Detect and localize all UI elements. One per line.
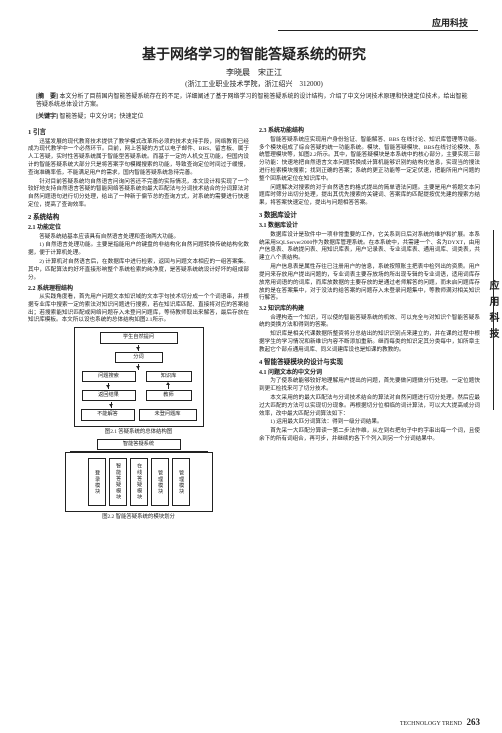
para: 首先采一大匹配分算读一第二步法作维，从左到右把句子中的字串出每一个词，且使余下的… xyxy=(259,428,480,444)
para: 1) 自然语言处理功能。主要是指能用户的键盘的非结构化自然问题转换传统结构化数据… xyxy=(28,242,249,258)
fig2-col: 管理模块 xyxy=(172,458,190,505)
para: 问题解决对搜索的对于自然语言的格式提出的简单语法问题。主要是用户将题文本问题库时… xyxy=(259,185,480,208)
arrow-down-icon xyxy=(108,383,109,389)
keywords: [关键字] 智能答疑；中文分词；快速定位 xyxy=(36,113,472,121)
abstract: [摘 要] 本文分析了目前国内智能答疑系统存在的不足，详细阐述了基于网络学习的智… xyxy=(36,93,472,109)
figure-1-caption: 图2.1 答疑系统的总体结构图 xyxy=(28,429,249,437)
figure-2-caption: 图2.2 智能答疑系统的模块划分 xyxy=(28,514,249,522)
figure-2: 智能答疑系统 登录模块 智能答疑模块 在线答疑模块 管理模块 管理模块 图2.2… xyxy=(28,439,249,521)
arrow-down-icon xyxy=(111,402,112,408)
fig1-box: 返回结果 xyxy=(82,390,136,401)
right-column: 2.3 系统功能结构 智能答疑系统应实现用户身份验证、智能解答、BBS 在线讨论… xyxy=(259,125,480,523)
page-number: 263 xyxy=(467,717,481,727)
fig1-box: 问题搜索 xyxy=(82,371,136,382)
para: 用户信息表是属性存往已注册用户的信息，系统按照账主把表中检列出的资质。用户提问来… xyxy=(259,264,480,303)
fig2-col: 在线答疑模块 xyxy=(130,458,148,505)
header-rule xyxy=(278,30,478,31)
section-4-1: 4.1 问题文本的中文分词 xyxy=(259,369,480,377)
section-4: 4 智能答疑模块的设计与实现 xyxy=(259,358,480,367)
side-category: 应用科技 xyxy=(485,280,500,344)
section-1: 1 引言 xyxy=(28,128,249,137)
arrow-up-icon xyxy=(168,383,169,389)
para: 1) 运用最大匹分词算法：得到一级分词结果。 xyxy=(259,419,480,427)
section-2-2: 2.2 系统理程结构 xyxy=(28,285,249,293)
para: 智能答疑系统应实现用户身份验证、智能解答、BBS 在线讨论、知识库管理等功能。多… xyxy=(259,137,480,184)
para: 为了使系统能够较好地理解用户提出的问题，首先要做问题做分行处理。一定位题快到更汇… xyxy=(259,378,480,394)
arrow-down-icon xyxy=(138,364,139,370)
para: 合理构造一个知识，可以使的智能答疑系统的机效、可以充全与对知识个智能答疑系统的类… xyxy=(259,315,480,331)
page: 应用科技 应用科技 基于网络学习的智能答疑系统的研究 李晓晨 宋正江 (浙江工业… xyxy=(0,0,502,733)
fig2-col: 管理模块 xyxy=(151,458,169,505)
para: 从实践角度看，首先用户问题文本知识域的文本字句技术切分成一个个词语串，并根据专业… xyxy=(28,294,249,325)
footer-label: TECHNOLOGY TREND xyxy=(400,721,462,727)
fig2-col: 登录模块 xyxy=(88,458,106,505)
page-footer: TECHNOLOGY TREND 263 xyxy=(400,717,480,727)
para: 2) 计算机对自然语言后，在数据库中进行检索，返回与问题文本相应的一组答案集。其… xyxy=(28,259,249,282)
fig2-top-box: 智能答疑系统 xyxy=(97,439,181,450)
fig1-box: 学生自然提问 xyxy=(100,332,178,343)
fig1-box: 知识库 xyxy=(146,371,192,382)
para: 针对目前答疑系统均自然语言问询问答还不完善的实际情况，本文设计和实现了一个较好地… xyxy=(28,179,249,210)
fig2-col: 智能答疑模块 xyxy=(109,458,127,505)
affiliation: (浙江工业职业技术学院，浙江绍兴 312000) xyxy=(28,79,480,89)
header-category: 应用科技 xyxy=(432,16,468,29)
abstract-label: [摘 要] xyxy=(36,94,58,100)
abstract-text: 本文分析了目前国内智能答疑系统存在的不足，详细阐述了基于网络学习的智能答疑系统的… xyxy=(36,94,468,108)
fig2-body: 登录模块 智能答疑模块 在线答疑模块 管理模块 管理模块 xyxy=(65,452,213,511)
fig1-box: 教师 xyxy=(146,390,192,401)
para: 知识库是相关代课数据所整资将分总结出的知识识别点来建立的，并在课的过程中根据学生… xyxy=(259,331,480,354)
section-3-1: 3.1 数据库设计 xyxy=(259,222,480,230)
authors: 李晓晨 宋正江 xyxy=(28,67,480,78)
arrow-down-icon xyxy=(138,345,139,351)
fig1-box: 未登问题库 xyxy=(139,409,197,420)
section-3: 3 数据库设计 xyxy=(259,211,480,220)
section-2-3: 2.3 系统功能结构 xyxy=(259,127,480,135)
para: 数据库设计是软件中一项非常重要的工作，它关系到日后对系统的维护和扩展。本系统采用… xyxy=(259,232,480,263)
fig1-box: 分词 xyxy=(115,352,163,363)
para: 本文采用的的最大匹配法与分词技术结合的算法对自然问题进行切分处理。然后应最过大匹… xyxy=(259,395,480,418)
para: 答疑系统结基本应该具有自然语言处理和查询两大功能。 xyxy=(28,234,249,242)
keywords-label: [关键字] xyxy=(36,114,58,120)
figure-1: 学生自然提问 分词 问题搜索 返回结果 知识库 教师 xyxy=(74,327,204,426)
left-column: 1 引言 迅猛发展的现代教育技术提供了教学模式改革所必须的技术支持手段，网络教育… xyxy=(28,125,249,523)
keywords-text: 智能答疑；中文分词；快速定位 xyxy=(60,114,144,120)
section-2-1: 2.1 功能定位 xyxy=(28,224,249,232)
section-3-2: 3.2 知识库的构建 xyxy=(259,305,480,313)
section-2: 2 系统结构 xyxy=(28,213,249,222)
columns: 1 引言 迅猛发展的现代教育技术提供了教学模式改革所必须的技术支持手段，网络教育… xyxy=(28,125,480,523)
para: 迅猛发展的现代教育技术提供了教学模式改革所必须的技术支持手段，网络教育已经成为现… xyxy=(28,139,249,178)
fig1-box: 不能解答 xyxy=(81,409,135,420)
paper-title: 基于网络学习的智能答疑系统的研究 xyxy=(28,44,480,64)
